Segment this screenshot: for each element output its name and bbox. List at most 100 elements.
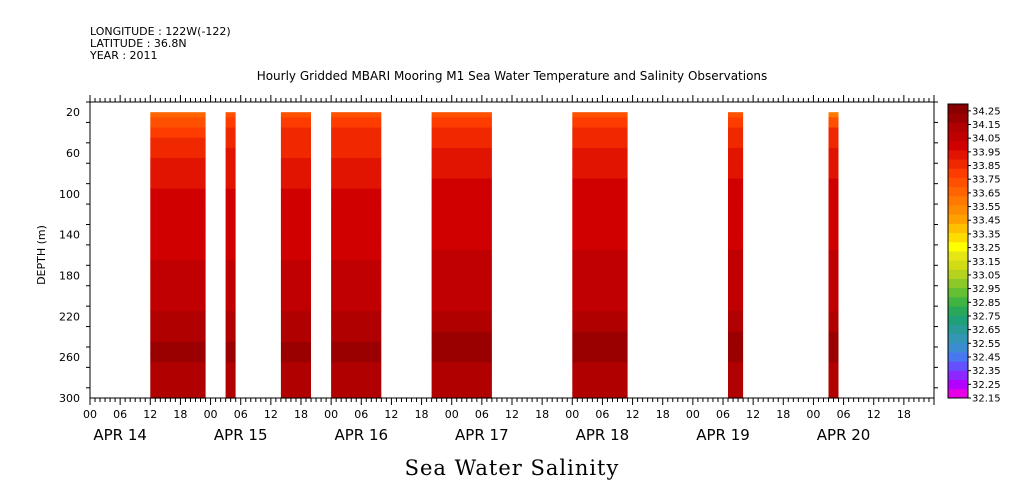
salinity-cell [150, 239, 206, 251]
salinity-cell [728, 311, 744, 322]
x-day-label: APR 14 [93, 426, 147, 444]
x-tick-label: 06 [595, 408, 609, 421]
salinity-cell [280, 127, 311, 139]
salinity-cell [431, 260, 492, 271]
colorbar-label: 32.95 [972, 284, 1001, 295]
x-tick-label: 12 [264, 408, 278, 421]
salinity-cell [572, 270, 628, 282]
salinity-cell [331, 147, 382, 159]
salinity-cell [572, 112, 628, 118]
colorbar-label: 32.75 [972, 311, 1001, 322]
salinity-cell [280, 352, 311, 363]
salinity-cell [280, 311, 311, 322]
colorbar-swatch [948, 251, 968, 261]
salinity-cell [828, 301, 839, 312]
salinity-cell [572, 239, 628, 251]
salinity-cell [150, 127, 206, 139]
salinity-cell [331, 392, 382, 399]
salinity-cell [225, 372, 236, 384]
salinity-cell [150, 290, 206, 302]
salinity-cell [331, 239, 382, 251]
colorbar-swatch [948, 122, 968, 132]
salinity-cell [225, 331, 236, 343]
colorbar-label: 32.65 [972, 325, 1001, 336]
salinity-cell [331, 137, 382, 149]
salinity-cell [225, 137, 236, 149]
x-tick-label: 18 [535, 408, 549, 421]
y-tick-label: 100 [59, 188, 80, 201]
salinity-cell [728, 147, 744, 159]
salinity-cell [572, 209, 628, 220]
plot-border [89, 101, 935, 399]
salinity-cell [150, 188, 206, 200]
y-tick-label: 60 [66, 147, 80, 160]
salinity-cell [572, 178, 628, 190]
salinity-cell [828, 280, 839, 292]
salinity-cell [572, 301, 628, 312]
x-tick-label: 12 [384, 408, 398, 421]
salinity-cell [225, 178, 236, 190]
salinity-cell [331, 372, 382, 384]
salinity-cell [431, 301, 492, 312]
salinity-cell [331, 209, 382, 220]
salinity-cell [728, 188, 744, 200]
x-axis-label: Sea Water Salinity [405, 456, 620, 480]
salinity-cell [572, 199, 628, 210]
salinity-cell [572, 331, 628, 343]
salinity-cell [225, 199, 236, 210]
x-tick-label: 12 [626, 408, 640, 421]
salinity-cell [572, 168, 628, 180]
x-tick-label: 18 [656, 408, 670, 421]
colorbar-swatch [948, 186, 968, 197]
x-tick-label: 00 [806, 408, 820, 421]
salinity-cell [280, 260, 311, 271]
colorbar-label: 32.85 [972, 298, 1001, 309]
salinity-cell [828, 112, 839, 118]
salinity-cell [572, 229, 628, 241]
salinity-cell [280, 137, 311, 149]
salinity-cell [280, 382, 311, 394]
salinity-cell [280, 112, 311, 118]
x-day-label: APR 16 [334, 426, 388, 444]
salinity-cell [728, 127, 744, 139]
salinity-segment [150, 112, 206, 399]
x-tick-label: 00 [204, 408, 218, 421]
salinity-cell [572, 362, 628, 374]
salinity-cell [728, 229, 744, 241]
colorbar-swatch [948, 195, 968, 206]
x-tick-label: 18 [897, 408, 911, 421]
salinity-cell [728, 341, 744, 353]
salinity-cell [331, 311, 382, 322]
x-tick-label: 06 [837, 408, 851, 421]
salinity-cell [728, 178, 744, 190]
colorbar-swatch [948, 296, 968, 307]
salinity-cell [728, 362, 744, 374]
x-day-label: APR 20 [817, 426, 871, 444]
salinity-cell [225, 362, 236, 374]
colorbar-swatch [948, 306, 968, 316]
plot-data-area [150, 112, 839, 399]
salinity-cell [431, 382, 492, 394]
salinity-cell [225, 290, 236, 302]
salinity-cell [728, 270, 744, 282]
salinity-cell [431, 321, 492, 333]
salinity-cell [431, 229, 492, 241]
salinity-cell [280, 250, 311, 261]
x-tick-label: 12 [143, 408, 157, 421]
salinity-cell [331, 362, 382, 374]
salinity-cell [728, 158, 744, 169]
salinity-cell [331, 301, 382, 312]
salinity-cell [828, 199, 839, 210]
salinity-segment [572, 112, 628, 399]
salinity-cell [728, 112, 744, 118]
salinity-cell [150, 260, 206, 271]
salinity-cell [150, 168, 206, 180]
colorbar-label: 33.95 [972, 147, 1001, 158]
colorbar-swatch [948, 177, 968, 188]
y-tick-label: 180 [59, 270, 80, 283]
colorbar-label: 33.85 [972, 161, 1001, 172]
salinity-cell [828, 270, 839, 282]
colorbar-swatch [948, 260, 968, 270]
longitude-label: LONGITUDE : 122W(-122) [90, 25, 231, 38]
x-tick-label: 12 [505, 408, 519, 421]
